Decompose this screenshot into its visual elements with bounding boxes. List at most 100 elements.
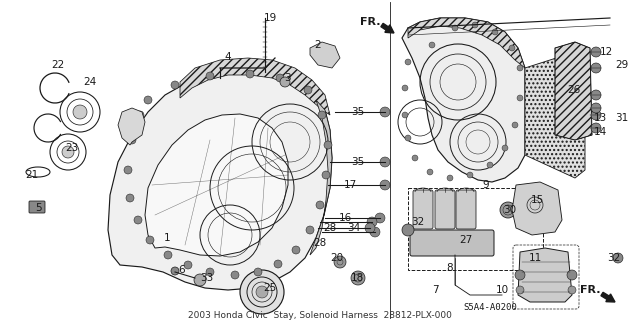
Circle shape (324, 141, 332, 149)
Circle shape (452, 25, 458, 31)
Circle shape (515, 270, 525, 280)
Text: 6: 6 (179, 265, 186, 275)
Circle shape (380, 107, 390, 117)
Text: 32: 32 (412, 217, 424, 227)
Polygon shape (518, 248, 572, 302)
Circle shape (487, 162, 493, 168)
Text: 28: 28 (323, 223, 337, 233)
Circle shape (370, 227, 380, 237)
Circle shape (146, 236, 154, 244)
Circle shape (62, 146, 74, 158)
Circle shape (231, 271, 239, 279)
Circle shape (134, 216, 142, 224)
Circle shape (367, 217, 377, 227)
Circle shape (306, 226, 314, 234)
Circle shape (512, 122, 518, 128)
FancyBboxPatch shape (410, 230, 494, 256)
Circle shape (509, 45, 515, 51)
Text: 32: 32 (607, 253, 621, 263)
Circle shape (405, 135, 411, 141)
Circle shape (405, 59, 411, 65)
Circle shape (472, 22, 478, 28)
FancyArrow shape (601, 292, 615, 302)
Circle shape (206, 268, 214, 276)
Text: 3: 3 (284, 73, 291, 83)
Circle shape (467, 172, 473, 178)
Circle shape (256, 286, 268, 298)
Circle shape (322, 171, 330, 179)
Text: 7: 7 (432, 285, 438, 295)
Text: 1: 1 (164, 233, 170, 243)
Text: 28: 28 (314, 238, 326, 248)
Circle shape (402, 224, 414, 236)
Text: FR.: FR. (360, 17, 381, 27)
Polygon shape (108, 68, 332, 290)
FancyBboxPatch shape (29, 201, 45, 213)
Text: 22: 22 (51, 60, 65, 70)
Text: 10: 10 (495, 285, 509, 295)
Circle shape (427, 169, 433, 175)
Text: 25: 25 (264, 283, 276, 293)
Text: 11: 11 (529, 253, 541, 263)
Circle shape (492, 29, 498, 35)
Polygon shape (118, 108, 145, 145)
Circle shape (402, 85, 408, 91)
Circle shape (375, 213, 385, 223)
Text: 9: 9 (483, 180, 490, 190)
Text: 23: 23 (65, 143, 79, 153)
Circle shape (276, 74, 284, 82)
Text: 30: 30 (504, 205, 516, 215)
Text: FR.: FR. (580, 285, 600, 295)
Circle shape (304, 86, 312, 94)
FancyBboxPatch shape (456, 190, 476, 229)
Circle shape (334, 256, 346, 268)
Circle shape (240, 270, 284, 314)
Circle shape (412, 155, 418, 161)
Text: 8: 8 (447, 263, 453, 273)
Polygon shape (145, 114, 288, 256)
Circle shape (246, 70, 254, 78)
Circle shape (380, 157, 390, 167)
Text: 18: 18 (350, 273, 364, 283)
Circle shape (136, 111, 144, 119)
FancyBboxPatch shape (435, 190, 455, 229)
Text: 19: 19 (264, 13, 276, 23)
Circle shape (591, 63, 601, 73)
Circle shape (591, 110, 601, 120)
Polygon shape (402, 18, 525, 182)
Text: 34: 34 (348, 223, 360, 233)
Text: 2: 2 (315, 40, 321, 50)
Text: 21: 21 (26, 170, 38, 180)
Polygon shape (310, 42, 340, 68)
Circle shape (124, 166, 132, 174)
Circle shape (447, 175, 453, 181)
Polygon shape (525, 52, 585, 178)
Circle shape (316, 201, 324, 209)
Text: 5: 5 (35, 203, 42, 213)
Circle shape (517, 95, 523, 101)
Text: 29: 29 (616, 60, 628, 70)
Text: 35: 35 (351, 107, 365, 117)
Polygon shape (408, 18, 525, 68)
Text: 4: 4 (225, 52, 231, 62)
Circle shape (280, 77, 290, 87)
Circle shape (318, 111, 326, 119)
Text: 35: 35 (351, 157, 365, 167)
Circle shape (568, 286, 576, 294)
Text: 20: 20 (330, 253, 344, 263)
Circle shape (591, 47, 601, 57)
Circle shape (126, 194, 134, 202)
Circle shape (73, 105, 87, 119)
FancyBboxPatch shape (413, 190, 433, 229)
Circle shape (591, 90, 601, 100)
Text: 16: 16 (339, 213, 351, 223)
Text: 2003 Honda Civic  Stay, Solenoid Harness  28812-PLX-000: 2003 Honda Civic Stay, Solenoid Harness … (188, 310, 452, 319)
Circle shape (144, 96, 152, 104)
Circle shape (402, 112, 408, 118)
Text: 13: 13 (593, 113, 607, 123)
Circle shape (351, 271, 365, 285)
Text: 27: 27 (460, 235, 472, 245)
Circle shape (254, 268, 262, 276)
Circle shape (164, 251, 172, 259)
Text: 24: 24 (83, 77, 97, 87)
